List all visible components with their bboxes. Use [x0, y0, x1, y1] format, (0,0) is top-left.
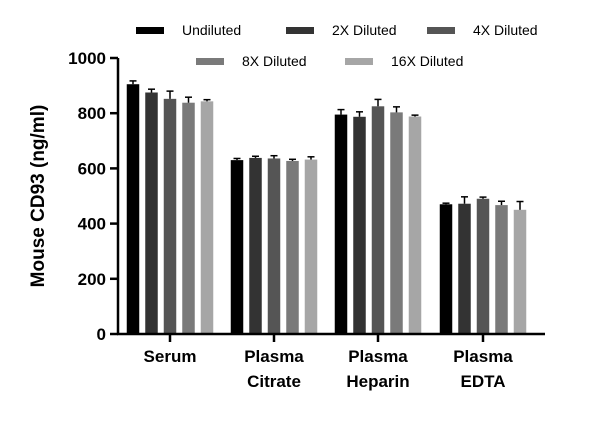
legend-label: 16X Diluted — [391, 53, 463, 69]
bar — [458, 203, 471, 334]
legend-label: Undiluted — [182, 22, 241, 38]
x-tick-label: Plasma EDTA — [453, 347, 513, 391]
y-tick-label: 200 — [78, 270, 106, 289]
bar — [390, 112, 403, 334]
legend-swatch — [286, 27, 314, 34]
bar — [476, 198, 490, 334]
legend-label: 8X Diluted — [242, 53, 307, 69]
bar — [163, 98, 177, 335]
bar — [249, 157, 262, 334]
bar — [126, 84, 140, 334]
legend-swatch — [345, 58, 373, 65]
legend-item: 16X Diluted — [345, 53, 463, 69]
bars — [126, 84, 527, 335]
legend-label: 2X Diluted — [332, 22, 397, 38]
bar — [513, 209, 527, 334]
bar — [334, 114, 348, 334]
bar — [495, 205, 508, 334]
bar — [286, 160, 299, 334]
bar — [267, 158, 281, 334]
bar — [230, 160, 244, 334]
legend: Undiluted 2X Diluted 4X Diluted 8X Diluted 1… — [136, 22, 538, 69]
x-tick-label: Serum — [144, 347, 197, 366]
legend-swatch — [196, 58, 224, 65]
y-tick-label: 1000 — [68, 49, 106, 68]
axes: 0 200 400 600 800 1000 Serum Plasma Citrate Plasm… — [68, 49, 545, 391]
legend-item: 2X Diluted — [286, 22, 397, 38]
y-axis-label: Mouse CD93 (ng/ml) — [28, 105, 49, 288]
legend-item: Undiluted — [136, 22, 241, 38]
x-tick-label: Plasma Citrate — [244, 347, 304, 391]
bar — [145, 92, 158, 334]
y-tick-label: 0 — [97, 325, 106, 344]
bar — [182, 102, 195, 334]
y-tick-label: 600 — [78, 159, 106, 178]
x-tick-label: Plasma Heparin — [346, 347, 409, 391]
bar — [353, 116, 366, 335]
bar — [304, 159, 318, 334]
legend-item: 4X Diluted — [427, 22, 538, 38]
y-tick-label: 800 — [78, 104, 106, 123]
legend-label: 4X Diluted — [473, 22, 538, 38]
error-bars — [129, 80, 524, 210]
legend-swatch — [136, 27, 164, 34]
bar — [439, 204, 453, 334]
legend-item: 8X Diluted — [196, 53, 307, 69]
legend-swatch — [427, 27, 455, 34]
bar — [408, 116, 422, 335]
y-tick-label: 400 — [78, 215, 106, 234]
bar — [200, 101, 214, 334]
bar — [371, 106, 385, 334]
